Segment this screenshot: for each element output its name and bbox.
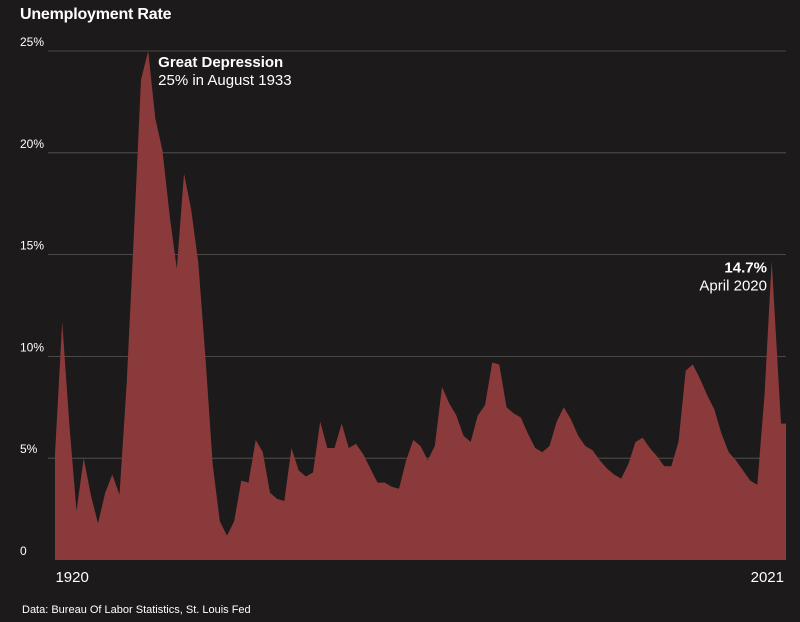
annotation-detail: April 2020 xyxy=(699,278,767,295)
chart-title: Unemployment Rate xyxy=(20,6,172,23)
unemployment-area xyxy=(55,51,786,560)
data-source-note: Data: Bureau Of Labor Statistics, St. Lo… xyxy=(22,604,251,616)
y-tick-label: 15% xyxy=(20,239,44,253)
y-tick-label: 5% xyxy=(20,442,38,456)
y-tick-label: 25% xyxy=(20,35,44,49)
annotation-detail: 25% in August 1933 xyxy=(158,72,291,89)
x-tick-label: 2021 xyxy=(751,569,784,586)
y-tick-label: 0 xyxy=(20,544,27,558)
y-axis-labels: 0 5% 10% 15% 20% 25% xyxy=(20,35,44,558)
y-tick-label: 10% xyxy=(20,340,44,354)
annotation-title: 14.7% xyxy=(724,260,767,277)
y-tick-label: 20% xyxy=(20,137,44,151)
x-axis-labels: 1920 2021 xyxy=(55,569,784,586)
unemployment-area-chart: 0 5% 10% 15% 20% 25% 1920 2021 Great Depressio… xyxy=(20,35,786,586)
x-tick-label: 1920 xyxy=(55,569,88,586)
annotation-title: Great Depression xyxy=(158,54,283,71)
